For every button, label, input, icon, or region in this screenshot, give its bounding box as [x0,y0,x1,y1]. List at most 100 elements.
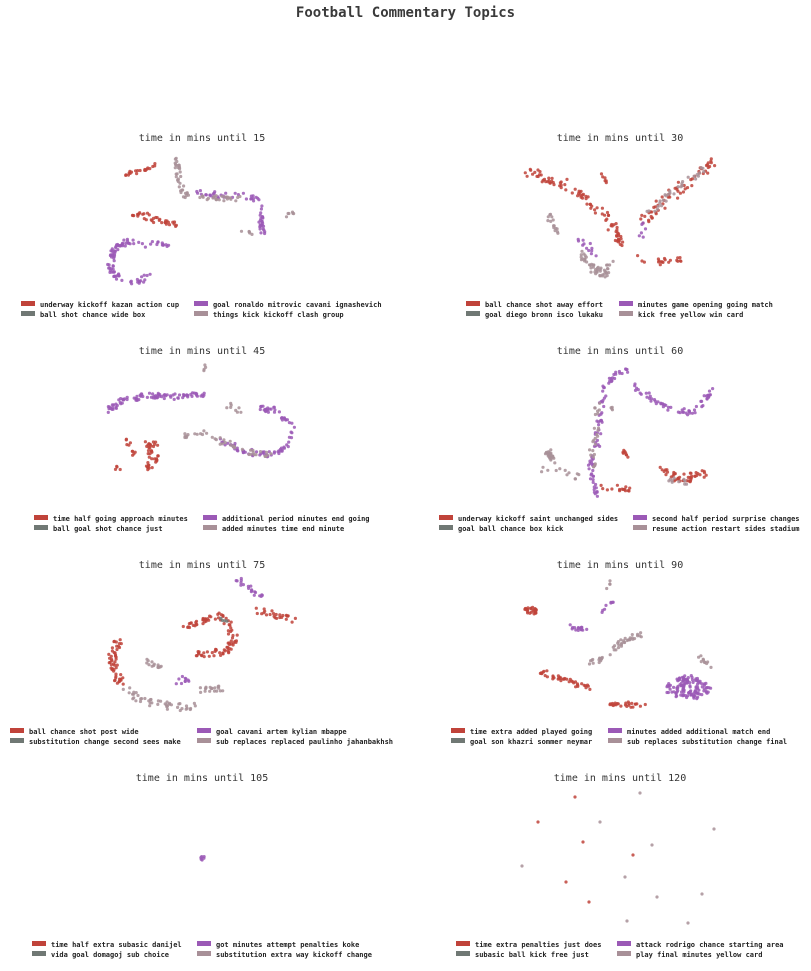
scatter-point [619,234,623,239]
scatter-point [169,703,173,707]
scatter-point [601,608,605,613]
scatter-point [681,410,685,414]
scatter-point [214,197,218,202]
scatter-point [235,410,239,414]
legend-label: time extra added played going [470,728,592,736]
scatter-point [676,684,680,689]
scatter-panel: time in mins until 120 time extra penalti… [456,773,784,959]
scatter-point [625,638,629,643]
scatter-point [546,215,550,219]
scatter-point [536,174,540,179]
scatter-panel: time in mins until 60 underway kickoff sa… [439,346,800,533]
scatter-point [229,197,233,201]
scatter-point [580,682,584,686]
scatter-point [701,658,706,662]
scatter-point [117,398,121,402]
scatter-point [111,264,115,268]
scatter-point [234,640,238,645]
scatter-point [661,405,666,409]
scatter-point [176,396,180,400]
scatter-point [611,600,615,604]
scatter-point [208,685,212,689]
scatter-point [619,638,623,642]
scatter-point [604,181,608,185]
scatter-point [182,184,186,188]
scatter-point [621,639,626,643]
scatter-point [690,184,694,188]
scatter-point [584,255,588,259]
scatter-point [181,624,185,629]
scatter-point [526,611,530,615]
legend-swatch [619,311,633,316]
scatter-point [563,468,567,472]
scatter-point [697,171,702,175]
scatter-point [230,636,235,640]
scatter-point [147,455,151,459]
scatter-point [608,579,612,583]
scatter-point [272,614,276,619]
legend-swatch [439,525,453,530]
scatter-point [132,692,136,696]
scatter-point [225,406,229,410]
scatter-point [106,410,110,414]
scatter-point [145,211,150,215]
scatter-point [156,240,160,244]
scatter-point [173,392,177,396]
scatter-point [644,391,648,395]
scatter-point [677,480,681,484]
scatter-point [194,654,198,658]
scatter-point [615,702,619,706]
scatter-point [278,613,282,617]
scatter-point [688,684,692,688]
legend-swatch [456,941,470,946]
scatter-point [707,389,712,393]
legend-label: vida goal domagoj sub choice [51,951,169,959]
legend-label: minutes added additional match end [627,728,770,736]
scatter-point [183,679,187,683]
scatter-point [150,457,154,461]
scatter-point [287,440,291,444]
scatter-point [172,397,176,401]
scatter-point [107,407,111,411]
legend-swatch [633,515,647,520]
scatter-point [617,240,621,244]
scatter-point [205,431,209,435]
scatter-point [561,677,565,681]
scatter-point [658,465,662,469]
legend-label: sub replaces replaced paulinho jahanbakh… [216,738,393,746]
scatter-point [620,487,624,491]
legend-swatch [10,738,24,743]
scatter-point [635,702,639,706]
scatter-point [711,387,715,391]
scatter-point [250,588,254,592]
scatter-point [680,690,684,694]
scatter-point [612,703,617,707]
scatter-point [596,428,600,432]
scatter-panel: time in mins until 15 underway kickoff ka… [21,133,382,319]
scatter-point [549,448,553,452]
scatter-point [674,691,678,696]
scatter-point [129,279,133,283]
scatter-point [155,458,159,462]
scatter-point [580,196,585,200]
scatter-point [212,689,217,693]
scatter-point [114,674,118,678]
scatter-point [700,892,704,896]
scatter-point [112,270,116,274]
scatter-point [113,663,117,667]
scatter-point [213,437,217,441]
scatter-point [545,669,549,673]
scatter-point [573,795,577,799]
scatter-point [621,451,625,455]
scatter-point [106,262,110,267]
scatter-point [163,393,167,397]
scatter-point [694,471,698,475]
scatter-point [633,388,638,392]
scatter-point [217,198,221,202]
scatter-point [180,674,184,679]
panel-title: time in mins until 75 [139,560,265,571]
scatter-point [611,645,615,649]
scatter-point [260,612,264,616]
scatter-point [156,443,160,447]
scatter-point [617,369,622,374]
